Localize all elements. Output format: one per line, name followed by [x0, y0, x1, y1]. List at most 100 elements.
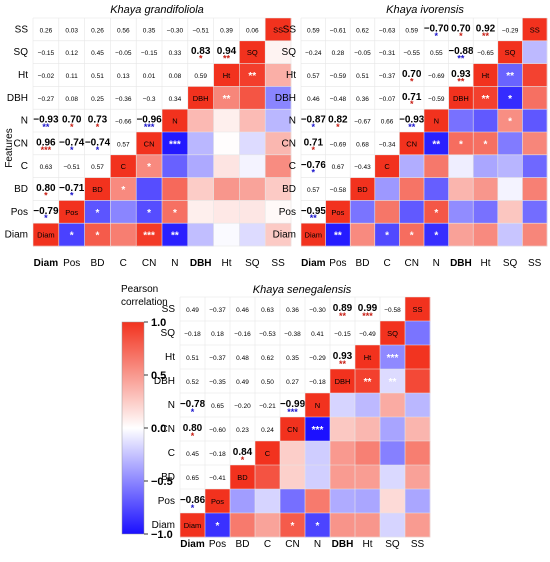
heatmap-cell — [255, 297, 281, 322]
heatmap-cell — [162, 18, 189, 42]
heatmap-cell — [84, 154, 111, 178]
y-tick-label: Pos — [11, 207, 28, 218]
correlation-value: 0.48 — [236, 355, 249, 362]
heatmap-cell — [473, 200, 499, 224]
correlation-value: −0.86 — [180, 495, 206, 506]
panel-title: Khaya ivorensis — [386, 4, 464, 16]
x-tick-label: CN — [404, 258, 418, 269]
y-tick-label: Pos — [279, 207, 296, 218]
correlation-value: 0.33 — [169, 50, 182, 57]
significance-stars: *** — [312, 425, 324, 436]
correlation-value: −0.37 — [209, 355, 226, 362]
heatmap-cell — [230, 297, 256, 322]
heatmap-cell — [136, 154, 163, 178]
diagonal-label: BD — [357, 185, 368, 194]
heatmap-cell — [136, 177, 163, 201]
heatmap-cell — [162, 223, 189, 247]
x-tick-label: N — [171, 258, 178, 269]
heatmap-cell — [58, 177, 85, 201]
significance-stars: * — [508, 94, 512, 105]
heatmap-cell — [110, 40, 137, 64]
heatmap-cell — [265, 132, 292, 156]
heatmap-cell — [213, 86, 240, 110]
heatmap-cell — [448, 200, 474, 224]
correlation-value: 0.67 — [332, 164, 345, 171]
heatmap-cell — [180, 369, 206, 394]
heatmap-cell — [522, 86, 548, 110]
y-tick-label: BD — [14, 184, 28, 195]
heatmap-cell — [280, 417, 306, 442]
diagonal-label: SQ — [387, 329, 398, 338]
heatmap-cell — [84, 200, 111, 224]
correlation-value: 0.84 — [233, 447, 253, 458]
heatmap-cell — [448, 109, 474, 133]
heatmap-cell — [473, 40, 499, 64]
heatmap-cell — [230, 417, 256, 442]
y-axis-title: Features — [4, 128, 15, 167]
significance-stars: ** — [506, 71, 514, 82]
heatmap-cell — [162, 86, 189, 110]
significance-stars: * — [70, 190, 74, 200]
heatmap-cell — [325, 132, 351, 156]
heatmap-cell — [230, 369, 256, 394]
diagonal-label: Ht — [482, 71, 490, 80]
heatmap-cell — [280, 321, 306, 346]
significance-stars: * — [459, 139, 463, 150]
heatmap-cell — [399, 200, 425, 224]
heatmap-cell — [424, 223, 449, 247]
correlation-value: 0.80 — [183, 423, 203, 434]
correlation-value: 0.93 — [333, 351, 353, 362]
correlation-value: −0.74 — [59, 137, 85, 148]
heatmap-cell — [280, 465, 306, 490]
heatmap-cell — [399, 86, 425, 110]
heatmap-cell — [180, 441, 206, 466]
heatmap-cell — [374, 63, 400, 87]
correlation-value: 0.80 — [36, 183, 56, 194]
correlation-value: −0.20 — [234, 403, 251, 410]
heatmap-cell — [473, 132, 499, 156]
correlation-value: 0.11 — [66, 73, 79, 80]
heatmap-panels: Khaya grandifoliola 0.26 0.03 0.26 0.56 0.35 −… — [5, 4, 548, 550]
heatmap-cell — [522, 63, 548, 87]
heatmap-cell — [58, 18, 85, 42]
heatmap-cell — [497, 177, 523, 201]
heatmap-cell — [239, 86, 266, 110]
heatmap-cell — [355, 345, 381, 370]
correlation-value: 0.57 — [307, 73, 320, 80]
significance-stars: ** — [310, 213, 318, 223]
y-tick-label: DBH — [154, 376, 175, 387]
heatmap-cell — [325, 63, 351, 87]
correlation-value: −0.53 — [259, 331, 276, 338]
heatmap-cell — [265, 223, 292, 247]
heatmap-cell — [213, 177, 240, 201]
heatmap-cell — [58, 223, 85, 247]
heatmap-cell — [330, 465, 356, 490]
heatmap-cell — [110, 18, 137, 42]
heatmap-cell — [187, 86, 214, 110]
significance-stars: * — [70, 231, 74, 242]
x-tick-label: DBH — [450, 258, 472, 269]
heatmap-cell — [205, 441, 231, 466]
heatmap-cell — [497, 200, 523, 224]
significance-stars: ** — [171, 231, 179, 242]
heatmap-cell — [448, 40, 474, 64]
heatmap-cell — [473, 18, 499, 42]
heatmap-cell — [330, 345, 356, 370]
correlation-value: 0.13 — [117, 73, 130, 80]
correlation-value: 0.63 — [40, 164, 53, 171]
correlation-value: 0.93 — [451, 69, 471, 80]
correlation-value: −0.93 — [33, 115, 59, 126]
heatmap-cell — [473, 223, 499, 247]
diagonal-label: Ht — [364, 353, 372, 362]
heatmap-cell — [350, 154, 376, 178]
x-tick-label: Diam — [180, 539, 205, 550]
diagonal-label: SQ — [247, 48, 258, 57]
heatmap-cell — [187, 18, 214, 42]
correlation-value: −0.30 — [167, 27, 184, 34]
correlation-value: −0.43 — [354, 164, 371, 171]
diagonal-label: N — [172, 117, 177, 126]
correlation-value: −0.78 — [180, 399, 206, 410]
heatmap-cell — [350, 223, 376, 247]
heatmap-cell — [213, 63, 240, 87]
